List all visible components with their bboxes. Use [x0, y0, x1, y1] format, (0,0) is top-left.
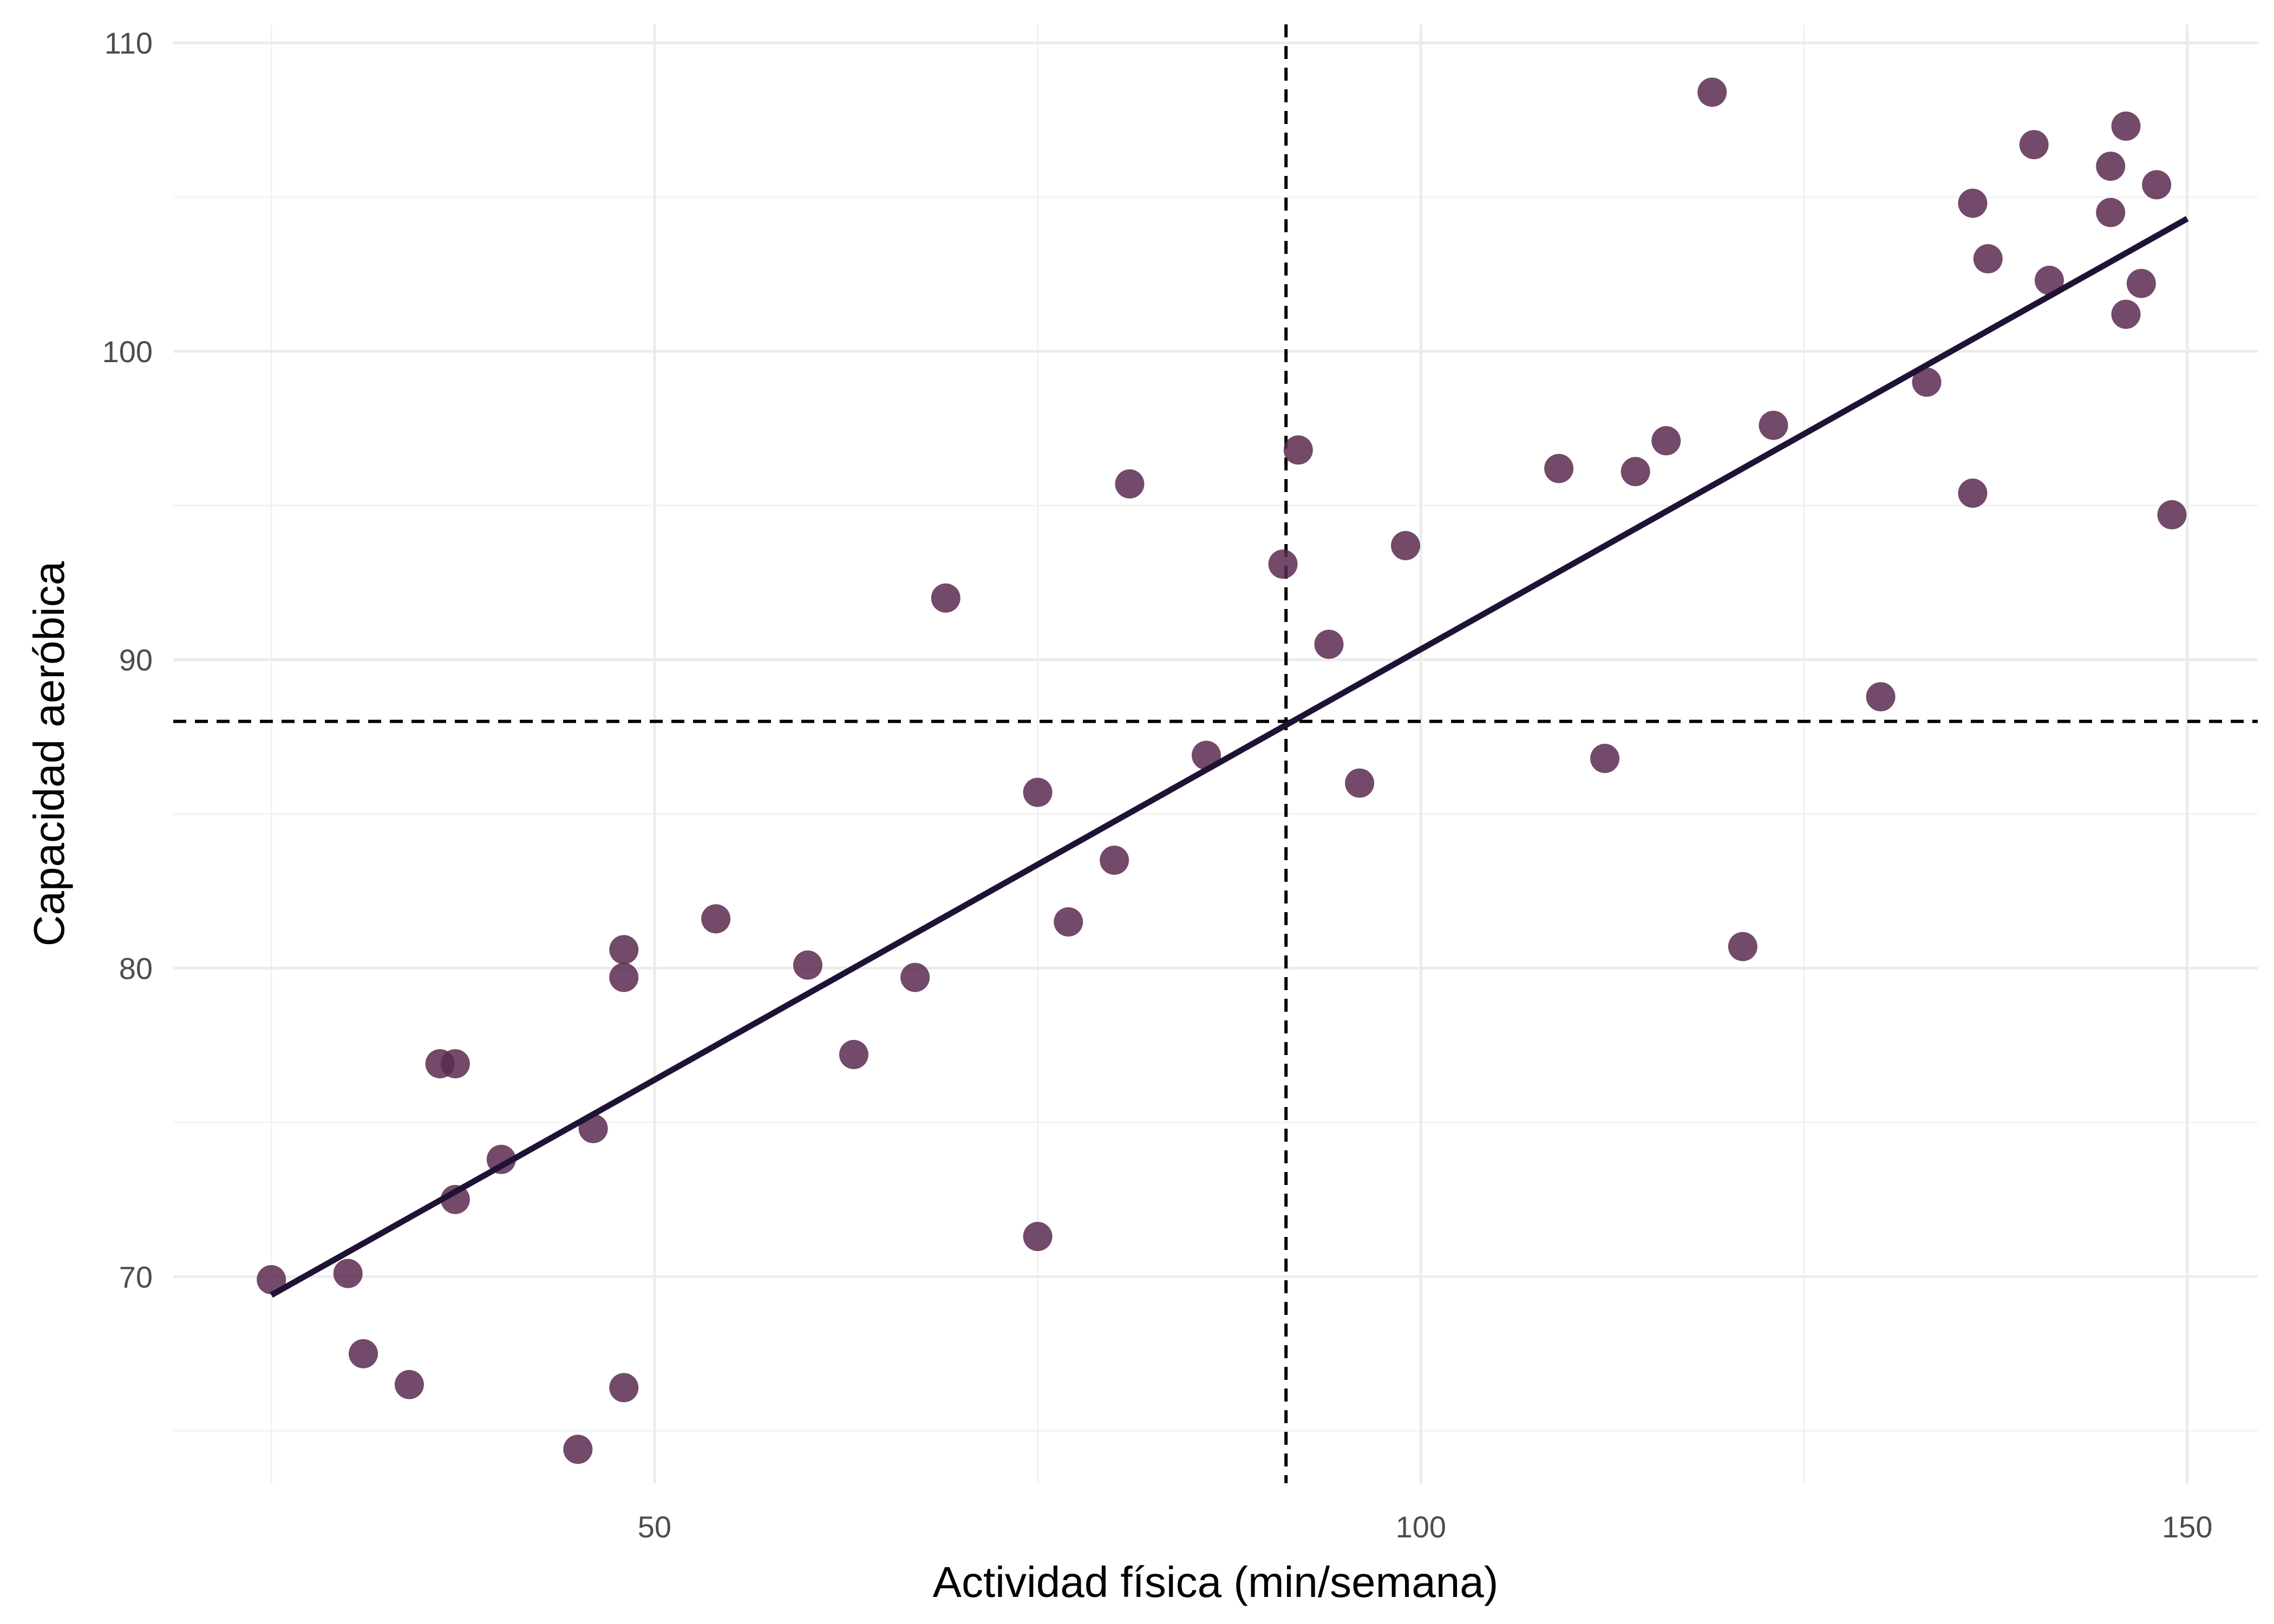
data-point [440, 1184, 470, 1214]
data-point [1651, 426, 1681, 456]
data-point [257, 1265, 286, 1294]
data-point [609, 962, 639, 992]
x-tick-label: 150 [2162, 1510, 2212, 1544]
data-point [2096, 152, 2126, 181]
y-tick-label: 80 [119, 951, 153, 985]
y-tick-label: 90 [119, 643, 153, 677]
data-point [793, 950, 822, 980]
data-point [900, 962, 930, 992]
reference-lines [173, 24, 2258, 1483]
data-point [1697, 77, 1727, 107]
data-point [1023, 777, 1053, 807]
data-point [1268, 549, 1298, 579]
data-point [394, 1370, 424, 1399]
y-tick-label: 110 [104, 26, 153, 60]
data-point [1759, 410, 1788, 440]
data-point [2157, 500, 2187, 529]
data-point [1912, 367, 1942, 397]
data-point [563, 1435, 593, 1464]
data-point [1620, 457, 1650, 487]
data-point [1283, 435, 1313, 465]
data-point [609, 935, 639, 965]
fit-line-group [270, 216, 2189, 1298]
data-point [1590, 744, 1620, 774]
x-tick-label: 50 [638, 1510, 671, 1544]
data-point [1866, 682, 1896, 712]
data-point [2142, 170, 2172, 200]
grid [173, 24, 2258, 1483]
data-point [2111, 299, 2141, 329]
data-point [1115, 469, 1145, 499]
data-point [609, 1373, 639, 1403]
data-point [349, 1339, 378, 1368]
data-point [1314, 630, 1344, 659]
data-point [2096, 198, 2126, 227]
data-point [440, 1049, 470, 1079]
y-tick-label: 70 [119, 1260, 153, 1294]
data-point [1973, 244, 2003, 274]
y-axis-title: Capacidad aeróbica [25, 561, 73, 946]
data-point [1023, 1222, 1053, 1252]
data-point [1391, 531, 1421, 560]
data-point [1728, 932, 1757, 961]
data-point [931, 583, 960, 613]
data-point [1544, 454, 1574, 483]
x-axis-title: Actividad física (min/semana) [933, 1558, 1499, 1606]
data-point [1100, 846, 1129, 875]
data-point [2126, 269, 2156, 298]
tick-labels: 50 100 150 70 80 90 100 110 [102, 26, 2213, 1544]
data-point [2111, 112, 2141, 141]
data-points [257, 77, 2187, 1464]
data-point [839, 1040, 868, 1070]
data-point [1054, 907, 1083, 937]
data-point [333, 1259, 363, 1288]
data-point [1345, 768, 1375, 798]
data-point [1958, 479, 1988, 508]
data-point [2035, 265, 2064, 295]
data-point [2019, 130, 2049, 160]
data-point [701, 904, 731, 934]
regression-fit-line [270, 216, 2189, 1298]
y-tick-label: 100 [102, 335, 153, 369]
x-tick-label: 100 [1396, 1510, 1446, 1544]
data-point [1958, 188, 1988, 218]
